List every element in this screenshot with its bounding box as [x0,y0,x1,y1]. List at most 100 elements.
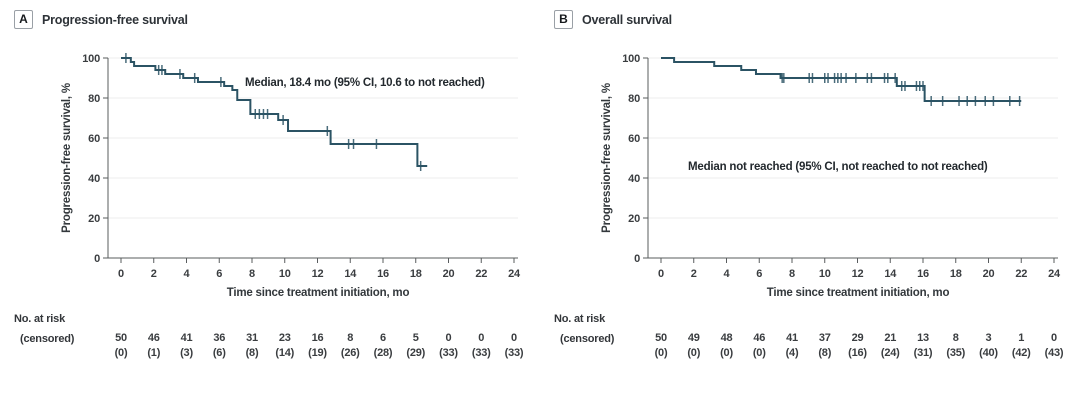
x-tick-label: 18 [410,268,422,280]
x-tick-label: 20 [443,268,455,280]
y-axis-title-b: Progression-free survival, % [601,83,613,233]
at-risk-value: 0 [511,332,517,344]
at-risk-value: 21 [884,332,896,344]
panel-a-title: Progression-free survival [42,12,188,27]
no-at-risk-label-a: No. at risk [14,313,66,325]
x-tick-label: 20 [983,268,995,280]
censored-value: (42) [1012,347,1031,359]
at-risk-value: 8 [347,332,353,344]
at-risk-value: 31 [246,332,258,344]
censored-value: (33) [439,347,458,359]
y-tick-label: 20 [628,213,640,225]
censored-value: (6) [213,347,226,359]
censored-value: (31) [914,347,933,359]
censored-value: (24) [881,347,900,359]
y-tick-label: 60 [88,133,100,145]
at-risk-value: 13 [917,332,929,344]
panel-a-header: A Progression-free survival [14,10,188,29]
at-risk-value: 36 [213,332,225,344]
censored-value: (1) [147,347,160,359]
censored-value: (4) [786,347,799,359]
x-tick-label: 4 [724,268,731,280]
censored-value: (0) [115,347,128,359]
at-risk-value: 0 [1051,332,1057,344]
censored-value: (26) [341,347,360,359]
x-tick-label: 24 [508,268,521,280]
censored-value: (35) [946,347,965,359]
censored-value: (33) [505,347,524,359]
at-risk-value: 37 [819,332,831,344]
panel-b-header: B Overall survival [554,10,672,29]
y-tick-label: 0 [94,253,100,265]
panel-a-key-badge: A [14,10,33,29]
x-axis-title-a: Time since treatment initiation, mo [227,287,410,299]
x-tick-label: 22 [1015,268,1027,280]
censored-value: (3) [180,347,193,359]
x-tick-label: 4 [184,268,191,280]
at-risk-value: 50 [115,332,127,344]
y-tick-label: 80 [88,93,100,105]
censored-value: (40) [979,347,998,359]
censored-value: (33) [472,347,491,359]
censored-value: (0) [655,347,668,359]
x-tick-label: 16 [377,268,389,280]
x-tick-label: 6 [756,268,762,280]
at-risk-value: 1 [1018,332,1024,344]
x-tick-label: 10 [279,268,291,280]
x-tick-label: 14 [884,268,897,280]
censored-value: (19) [308,347,327,359]
censored-value: (43) [1045,347,1064,359]
at-risk-value: 8 [953,332,959,344]
x-tick-label: 10 [819,268,831,280]
at-risk-value: 5 [413,332,419,344]
panel-b-title: Overall survival [582,12,672,27]
at-risk-value: 48 [721,332,733,344]
censored-value: (28) [374,347,393,359]
y-tick-label: 80 [628,93,640,105]
no-at-risk-label-b: No. at risk [554,313,606,325]
at-risk-value: 23 [279,332,291,344]
km-curve [661,57,1022,102]
censored-value: (0) [753,347,766,359]
km-curve [121,57,428,167]
median-annotation-b: Median not reached (95% CI, not reached … [688,161,988,173]
censored-value: (8) [818,347,831,359]
at-risk-value: 0 [478,332,484,344]
y-tick-label: 20 [88,213,100,225]
censored-value: (0) [720,347,733,359]
x-tick-label: 6 [216,268,222,280]
x-axis-title-b: Time since treatment initiation, mo [767,287,950,299]
censored-value: (29) [406,347,425,359]
at-risk-value: 29 [852,332,864,344]
x-tick-label: 24 [1048,268,1061,280]
y-tick-label: 40 [88,173,100,185]
x-tick-label: 0 [118,268,124,280]
panel-overall-survival: B Overall survival 0 20 40 60 80 100 0 2 4 6 8 10 12… [540,0,1080,400]
at-risk-value: 41 [181,332,193,344]
at-risk-value: 6 [380,332,386,344]
censored-label-a: (censored) [20,333,75,345]
at-risk-value: 50 [655,332,667,344]
panel-b-key-badge: B [554,10,573,29]
x-tick-label: 12 [852,268,864,280]
censored-label-b: (censored) [560,333,615,345]
x-tick-label: 2 [691,268,697,280]
y-tick-label: 100 [622,53,640,65]
x-tick-label: 14 [344,268,357,280]
x-tick-label: 8 [789,268,795,280]
censored-value: (16) [848,347,867,359]
y-tick-label: 40 [628,173,640,185]
at-risk-value: 41 [786,332,798,344]
censored-value: (0) [687,347,700,359]
y-tick-label: 100 [82,53,100,65]
x-tick-label: 12 [312,268,324,280]
y-tick-label: 0 [634,253,640,265]
at-risk-value: 16 [312,332,324,344]
censored-value: (8) [246,347,259,359]
at-risk-value: 46 [148,332,160,344]
x-tick-label: 0 [658,268,664,280]
